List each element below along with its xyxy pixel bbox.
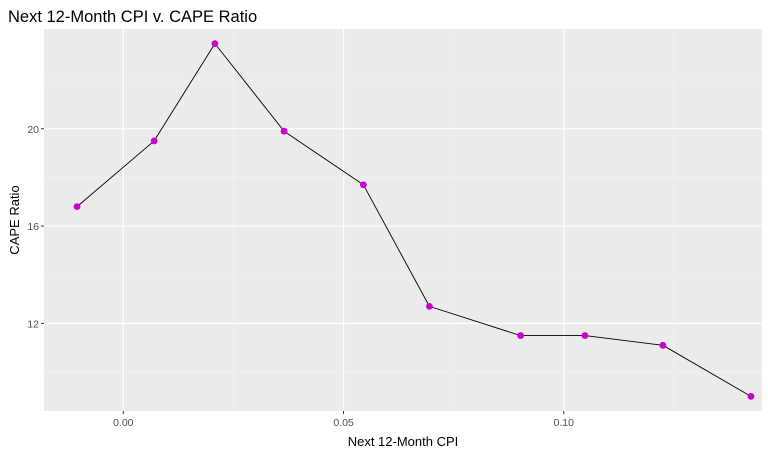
y-tick-label: 20 xyxy=(27,124,39,136)
data-point xyxy=(211,40,219,47)
data-point xyxy=(426,302,433,310)
x-axis-tick-labels: 0.00 0.05 0.10 xyxy=(113,417,574,429)
data-point xyxy=(150,137,158,145)
data-point xyxy=(747,393,755,400)
major-gridlines xyxy=(44,29,762,411)
data-point xyxy=(659,341,667,349)
data-point xyxy=(73,203,81,211)
series-line-segment xyxy=(662,344,752,397)
y-tick-label: 16 xyxy=(27,221,39,233)
series-line-segment xyxy=(76,140,155,207)
y-tick-label: 12 xyxy=(27,318,39,330)
series-lines xyxy=(76,43,752,397)
series-line-segment xyxy=(362,184,430,307)
chart-title: Next 12-Month CPI v. CAPE Ratio xyxy=(8,8,257,26)
series-line-segment xyxy=(584,335,663,346)
series-line-segment xyxy=(283,130,364,186)
data-point xyxy=(280,127,288,135)
plot-panel xyxy=(44,29,762,411)
data-point xyxy=(517,332,525,339)
series-line-segment xyxy=(153,43,216,142)
data-point xyxy=(581,332,589,339)
x-tick-label: 0.05 xyxy=(333,417,354,429)
series-line-segment xyxy=(214,43,285,132)
data-point xyxy=(359,181,367,189)
y-axis-tick-labels: 12 16 20 xyxy=(27,124,39,331)
x-tick-label: 0.10 xyxy=(554,417,575,429)
series-line-segment xyxy=(429,305,521,337)
x-tick-label: 0.00 xyxy=(113,417,134,429)
y-axis-title: CAPE Ratio xyxy=(7,185,22,254)
axis-ticks xyxy=(41,128,565,414)
minor-gridlines xyxy=(44,29,762,411)
x-axis-title: Next 12-Month CPI xyxy=(348,434,459,449)
series-points xyxy=(73,40,755,400)
